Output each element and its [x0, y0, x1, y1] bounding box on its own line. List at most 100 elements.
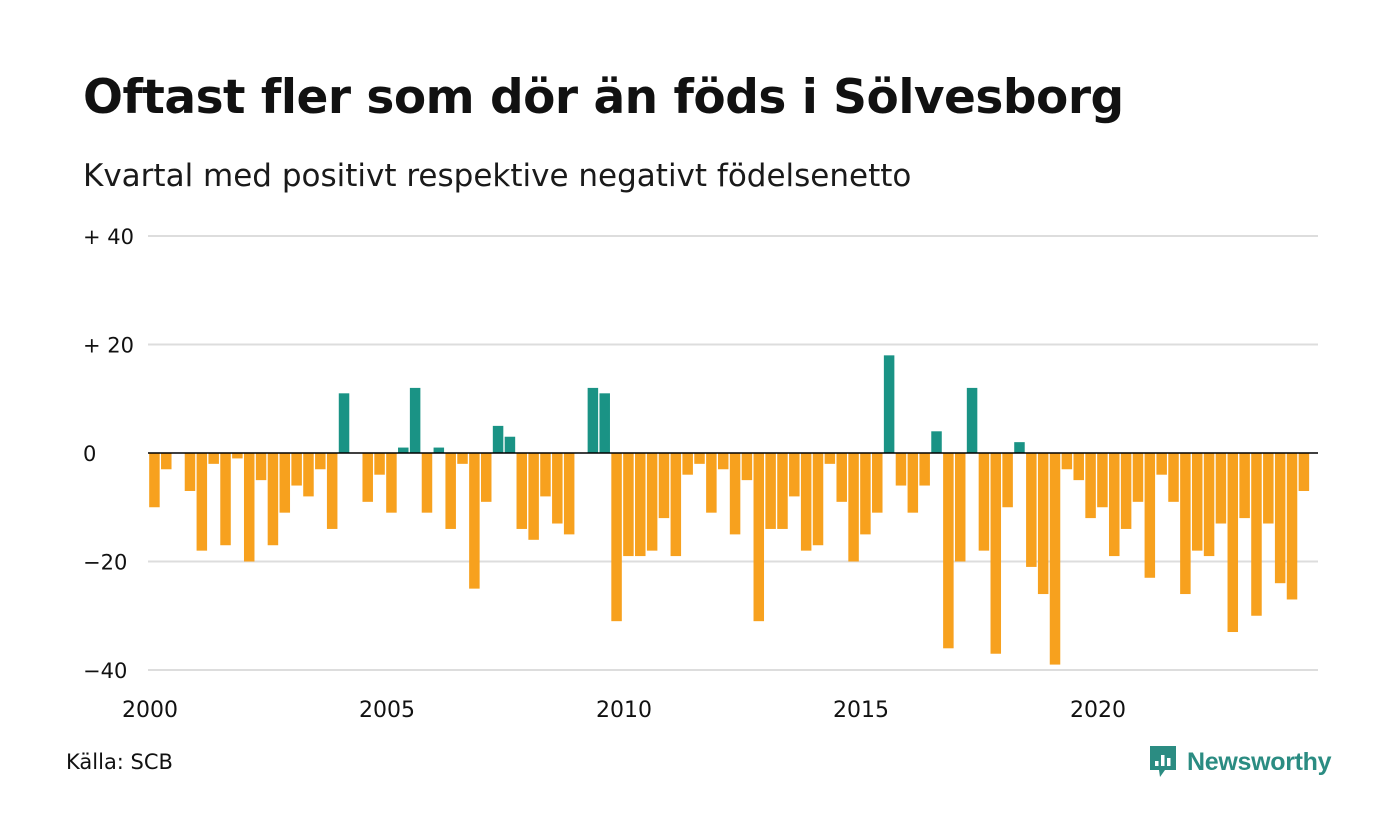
bar-negative	[291, 453, 302, 486]
bar-positive	[409, 387, 421, 453]
bar-negative	[646, 453, 658, 551]
bar-negative	[516, 453, 528, 529]
bar-negative	[1286, 453, 1298, 600]
bar-negative	[1073, 453, 1084, 481]
bar-negative	[1061, 453, 1073, 470]
bar-negative	[161, 453, 172, 470]
bar-negative	[255, 453, 267, 481]
bar-negative	[1263, 453, 1274, 524]
bar-negative	[907, 453, 919, 513]
bar-positive	[931, 431, 942, 453]
bar-negative	[457, 453, 468, 464]
y-axis-ticks: + 40 + 20 0 −20 −40	[83, 225, 134, 683]
bar-negative	[765, 453, 776, 529]
bar-positive	[504, 436, 516, 453]
bar-negative	[1239, 453, 1250, 519]
bar-negative	[658, 453, 670, 519]
bar-negative	[777, 453, 788, 529]
bar-negative	[563, 453, 575, 535]
bar-negative	[978, 453, 990, 551]
bar-negative	[919, 453, 930, 486]
bar-negative	[1109, 453, 1120, 557]
bar-negative	[1227, 453, 1239, 633]
x-tick-label: 2015	[833, 698, 889, 723]
bar-negative	[303, 453, 314, 497]
y-tick-label: + 40	[83, 225, 134, 249]
source-note: Källa: SCB	[66, 750, 173, 774]
bar-negative	[243, 453, 255, 562]
bar-positive	[1014, 442, 1025, 453]
bar-positive	[599, 393, 610, 453]
bar-negative	[1097, 453, 1108, 508]
bar-negative	[267, 453, 279, 546]
bar-negative	[706, 453, 717, 513]
newsworthy-logo: Newsworthy	[1148, 744, 1332, 780]
bar-negative	[552, 453, 563, 524]
bar-negative	[611, 453, 622, 622]
bar-negative	[789, 453, 800, 497]
x-tick-label: 2000	[122, 698, 178, 723]
bar-negative	[374, 453, 385, 475]
bar-negative	[1002, 453, 1013, 508]
bar-negative	[149, 453, 160, 508]
bar-negative	[860, 453, 871, 535]
bar-negative	[800, 453, 812, 551]
y-tick-label: + 20	[83, 334, 134, 358]
bar-negative	[670, 453, 682, 557]
bar-negative	[220, 453, 231, 546]
bar-negative	[836, 453, 847, 502]
bar-negative	[540, 453, 551, 497]
bar-negative	[386, 453, 397, 513]
bar-negative	[445, 453, 456, 529]
bar-negative	[729, 453, 741, 535]
bar-negative	[954, 453, 966, 562]
bar-negative	[1180, 453, 1191, 595]
bar-negative	[208, 453, 219, 464]
gridlines	[148, 235, 1318, 671]
bar-negative	[196, 453, 208, 551]
newsworthy-chart-bubble-icon	[1150, 746, 1176, 777]
bar-negative	[184, 453, 196, 491]
bar-positive	[966, 387, 978, 453]
bar-negative	[315, 453, 326, 470]
bar-negative	[1168, 453, 1179, 502]
bar-negative	[1026, 453, 1037, 567]
bar-negative	[1120, 453, 1132, 529]
bar-negative	[812, 453, 824, 546]
bar-negative	[990, 453, 1002, 654]
bar-negative	[1298, 453, 1310, 491]
chart-title: Oftast fler som dör än föds i Sölvesborg	[83, 70, 1124, 125]
bar-negative	[1274, 453, 1286, 584]
bar-negative	[895, 453, 907, 486]
x-tick-label: 2010	[596, 698, 652, 723]
bar-negative	[753, 453, 765, 622]
bar-positive	[587, 387, 599, 453]
bar-negative	[1251, 453, 1262, 616]
brand-name: Newsworthy	[1187, 747, 1332, 776]
bar-negative	[741, 453, 753, 481]
bar-negative	[362, 453, 373, 502]
bar-negative	[1156, 453, 1167, 475]
bar-negative	[848, 453, 859, 562]
bar-negative	[232, 453, 243, 459]
bar-negative	[682, 453, 693, 475]
bar-positive	[883, 355, 895, 453]
bar-negative	[1049, 453, 1061, 665]
bar-positive	[492, 425, 504, 454]
bar-negative	[326, 453, 338, 529]
bars	[149, 355, 1310, 665]
y-tick-label: −20	[83, 551, 127, 575]
bar-negative	[1144, 453, 1156, 578]
bar-negative	[1191, 453, 1203, 551]
bar-negative	[1085, 453, 1096, 519]
bar-negative	[943, 453, 954, 649]
chart-subtitle: Kvartal med positivt respektive negativt…	[83, 158, 912, 194]
bar-negative	[717, 453, 729, 470]
bar-negative	[528, 453, 539, 540]
bar-negative	[480, 453, 492, 502]
bar-positive	[433, 447, 445, 453]
bar-chart: + 40 + 20 0 −20 −40 2000 2005 2010 2015 2020	[83, 225, 1318, 723]
y-tick-label: −40	[83, 659, 127, 683]
bar-positive	[398, 447, 409, 453]
y-tick-label: 0	[83, 442, 96, 466]
